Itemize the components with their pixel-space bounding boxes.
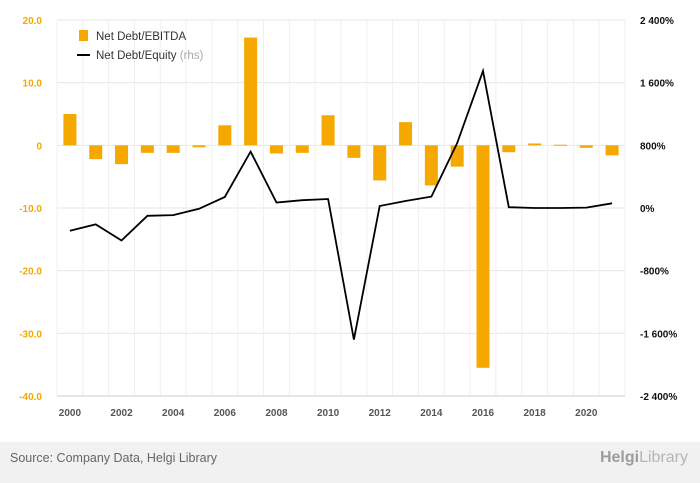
bar-2020 xyxy=(579,145,593,148)
left-tick-label: 20.0 xyxy=(23,16,43,27)
footer: Source: Company Data, Helgi Library Helg… xyxy=(0,442,700,483)
bar-2007 xyxy=(244,37,258,146)
bar-2016 xyxy=(476,145,490,368)
x-tick-label: 2006 xyxy=(214,408,237,419)
left-tick-label: -20.0 xyxy=(19,267,42,278)
bar-2003 xyxy=(140,145,154,153)
line-net-debt-equity xyxy=(69,67,613,340)
legend: Net Debt/EBITDA Net Debt/Equity (rhs) xyxy=(77,30,204,62)
x-axis: 2000 2002 2004 2006 2008 2010 2012 2014 2016 2018… xyxy=(59,408,598,419)
bar-2006 xyxy=(218,125,232,146)
left-tick-label: -10.0 xyxy=(19,204,42,215)
right-tick-label: 1 600% xyxy=(640,79,674,90)
x-tick-label: 2002 xyxy=(110,408,133,419)
x-tick-label: 2016 xyxy=(472,408,495,419)
left-tick-label: 0 xyxy=(36,141,42,152)
x-tick-label: 2004 xyxy=(162,408,185,419)
bar-2017 xyxy=(502,145,516,153)
bar-2014 xyxy=(424,145,438,186)
x-tick-label: 2014 xyxy=(420,408,443,419)
legend-label-net-debt-equity-name: Net Debt/Equity xyxy=(96,50,177,62)
bar-2000 xyxy=(63,114,77,146)
legend-label-net-debt-ebitda: Net Debt/EBITDA xyxy=(96,31,186,43)
bar-2011 xyxy=(347,145,361,158)
right-axis: 2 400% 1 600% 800% 0% -800% -1 600% -2 400% xyxy=(640,16,677,403)
bar-2013 xyxy=(399,122,413,146)
chart: 20.0 10.0 0 -10.0 -20.0 -30.0 -40.0 2 400% 1 60… xyxy=(19,16,677,419)
bar-2021 xyxy=(605,145,619,156)
legend-swatch-bar xyxy=(79,30,88,41)
brand-suffix: Library xyxy=(639,449,688,466)
right-tick-label: -2 400% xyxy=(640,392,677,403)
x-tick-label: 2008 xyxy=(265,408,288,419)
x-tick-label: 2010 xyxy=(317,408,340,419)
bar-2010 xyxy=(321,115,335,146)
x-tick-label: 2000 xyxy=(59,408,82,419)
bar-2002 xyxy=(115,145,129,165)
bar-2012 xyxy=(373,145,387,181)
left-tick-label: -30.0 xyxy=(19,329,42,340)
brand-prefix: Helgi xyxy=(599,449,640,466)
left-tick-label: 10.0 xyxy=(23,79,43,90)
bar-2004 xyxy=(166,145,180,153)
x-tick-label: 2012 xyxy=(369,408,392,419)
right-tick-label: 800% xyxy=(640,141,666,152)
grid-lines xyxy=(56,19,626,397)
bar-2005 xyxy=(192,145,206,148)
right-tick-label: -800% xyxy=(640,267,669,278)
legend-label-rhs: (rhs) xyxy=(180,50,204,62)
right-tick-label: -1 600% xyxy=(640,329,677,340)
bar-2018 xyxy=(528,143,542,146)
right-tick-label: 2 400% xyxy=(640,16,674,27)
bar-2015 xyxy=(450,145,464,167)
line-series-net-debt-equity xyxy=(69,67,613,340)
right-tick-label: 0% xyxy=(640,204,655,215)
bar-2009 xyxy=(295,145,309,153)
x-tick-label: 2018 xyxy=(524,408,547,419)
source-text: Source: Company Data, Helgi Library xyxy=(10,451,218,465)
helgi-library-logo[interactable]: HelgiLibrary xyxy=(600,449,688,467)
bar-2001 xyxy=(89,145,103,160)
x-tick-label: 2020 xyxy=(575,408,598,419)
left-axis: 20.0 10.0 0 -10.0 -20.0 -30.0 -40.0 xyxy=(19,16,42,403)
legend-label-net-debt-equity: Net Debt/Equity (rhs) xyxy=(96,50,204,62)
bar-series-net-debt-ebitda xyxy=(63,37,619,368)
bar-2008 xyxy=(269,145,283,154)
left-tick-label: -40.0 xyxy=(19,392,42,403)
bar-2019 xyxy=(553,144,567,146)
